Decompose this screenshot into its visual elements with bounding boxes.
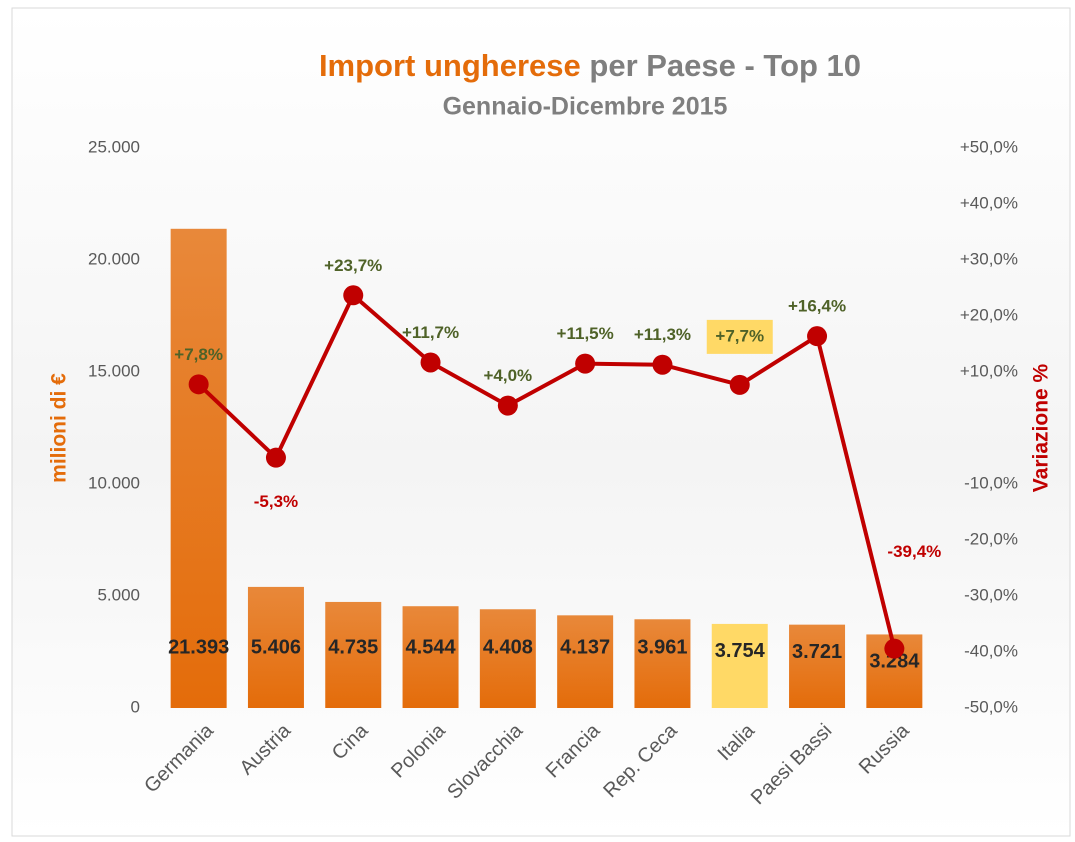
bar	[711, 623, 768, 708]
line-marker	[729, 374, 750, 395]
y-tick-label: 15.000	[88, 361, 140, 380]
y2-tick-label: +10,0%	[960, 361, 1018, 380]
bar-value-label: 4.735	[328, 636, 378, 658]
y-axis-label: milioni di €	[48, 373, 71, 483]
line-value-label: +7,8%	[174, 345, 223, 364]
bar	[789, 624, 846, 708]
line-marker	[884, 638, 905, 659]
line	[197, 292, 897, 650]
line-value-label: +23,7%	[324, 256, 382, 275]
y2-tick-label: -50,0%	[964, 697, 1018, 716]
chart-title: Import ungherese per Paese - Top 10	[319, 48, 861, 83]
bar-value-label: 4.544	[406, 636, 457, 658]
bar	[170, 228, 227, 708]
bar-value-label: 4.137	[560, 636, 610, 658]
bar	[479, 609, 536, 708]
line-marker	[807, 326, 828, 347]
chart-subtitle: Gennaio-Dicembre 2015	[443, 93, 728, 121]
line-value-label: +11,3%	[634, 325, 691, 344]
y2-tick-label: +40,0%	[960, 193, 1018, 212]
bar-value-label: 21.393	[168, 636, 229, 658]
line-value-label: -5,3%	[254, 492, 298, 511]
line-value-label: +7,7%	[715, 326, 764, 345]
y-tick-label: 5.000	[97, 585, 140, 604]
line-value-label: -39,4%	[887, 542, 941, 561]
bar-value-label: 3.284	[869, 651, 920, 673]
line-value-label: +16,4%	[788, 297, 846, 316]
y2-tick-label: -30,0%	[964, 585, 1018, 604]
line-marker	[575, 353, 596, 374]
bar-value-label: 3.721	[792, 641, 842, 663]
bar-value-label: 3.754	[715, 640, 766, 662]
bar	[557, 615, 614, 708]
y2-tick-label: -10,0%	[964, 473, 1018, 492]
line-value-label: +4,0%	[484, 366, 533, 385]
line-marker	[497, 395, 518, 416]
line-value-label: +11,7%	[402, 323, 459, 342]
bar	[325, 601, 382, 708]
y-tick-label: 25.000	[88, 137, 140, 156]
bar	[247, 586, 304, 708]
title-highlight: Import ungherese	[319, 48, 581, 83]
y-tick-label: 10.000	[88, 473, 140, 492]
y2-tick-label: -20,0%	[964, 529, 1018, 548]
bar	[634, 619, 691, 708]
y2-tick-label: +50,0%	[960, 137, 1018, 156]
y-tick-label: 20.000	[88, 249, 140, 268]
bar	[402, 606, 459, 708]
title-rest: per Paese - Top 10	[589, 48, 861, 83]
line-value-label: +11,5%	[557, 324, 614, 343]
y2-tick-label: +30,0%	[960, 249, 1018, 268]
line-marker	[265, 447, 286, 468]
y2-axis-label: Variazione %	[1030, 363, 1053, 492]
y-tick-label: 0	[131, 697, 140, 716]
label-highlight	[706, 319, 773, 354]
y2-tick-label: -40,0%	[964, 641, 1018, 660]
bar-value-label: 5.406	[251, 636, 301, 658]
bar-value-label: 4.408	[483, 636, 533, 658]
line-marker	[420, 352, 441, 373]
bar-value-label: 3.961	[637, 636, 687, 658]
line-marker	[343, 285, 364, 306]
line-marker	[652, 354, 673, 375]
y2-tick-label: +20,0%	[960, 305, 1018, 324]
line-marker	[188, 374, 209, 395]
